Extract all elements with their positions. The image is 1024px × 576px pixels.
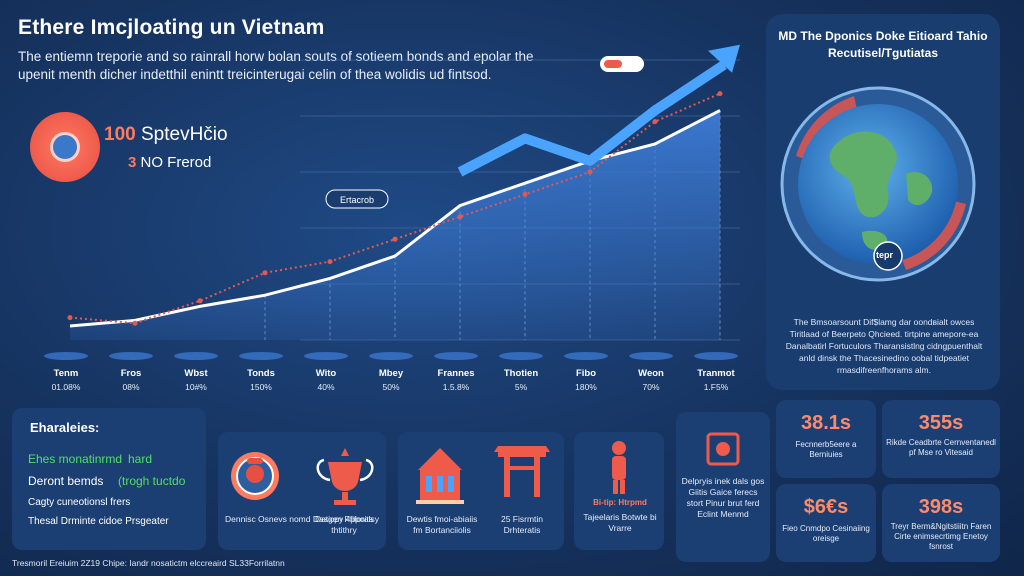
legend-item: Cagty cuneotionsl frers: [28, 497, 131, 508]
line-point: [67, 315, 73, 321]
legend-item: Deront bemds: [28, 474, 104, 488]
tick-glow: [629, 352, 673, 360]
x-tick-label: Fibo: [576, 368, 596, 379]
x-tick-label: Wbst: [184, 368, 208, 379]
x-tick-value: 40%: [317, 382, 334, 392]
stat-secondary-label: NO Frerod: [140, 154, 212, 171]
line-point: [132, 320, 138, 326]
area-line: [69, 109, 721, 328]
x-tick-label: Tenm: [54, 368, 79, 379]
right-info-panel: MD The Dponics Doke Eitioard Tahio Recut…: [766, 14, 1000, 390]
metric-card: 355s Rikde Ceadbrte Cernventanedl pf Mse…: [882, 400, 1000, 478]
stat-primary-value: 100: [104, 124, 136, 145]
line-point: [457, 214, 463, 220]
metric-desc: Fecnnerb5eere a Berniuies: [795, 440, 857, 459]
info-card-caption: Dennisc Osnevs nomd Dasgen Ffiforalsy: [224, 514, 379, 524]
tick-glow: [564, 352, 608, 360]
line-series: [69, 92, 721, 325]
info-card-caption: Delpryis inek dals gos Giitis Gaice fere…: [681, 476, 765, 519]
tick-glow: [499, 352, 543, 360]
metric-value: $6€s: [803, 496, 849, 518]
metric-card: 398s Treyr Berm&Ngitstiiitn Faren Cirte …: [882, 484, 1000, 562]
tick-glow: [174, 352, 218, 360]
legend-box: [12, 408, 206, 550]
footer-note: Tresmoril Ereiuim 2Z19 Chipe: Iandr nosa…: [12, 558, 285, 568]
callout-marker: [604, 60, 622, 68]
x-tick-label: Frannes: [438, 368, 475, 379]
metric-desc: Fieo Cnmdpo Cesinaiing oreisge: [782, 524, 870, 543]
x-tick-value: 10#%: [185, 382, 207, 392]
tick-glow: [434, 352, 478, 360]
line-point: [327, 259, 333, 265]
line-point: [262, 270, 268, 276]
legend-item: (trogh tuctdo: [118, 474, 186, 488]
line-point: [587, 169, 593, 175]
x-tick-label: Fros: [121, 368, 142, 379]
x-tick-value: 1.F5%: [704, 382, 729, 392]
info-card-caption: Dewtis fmoi-abiaiis fm Bortanciiolis: [406, 514, 478, 535]
metric-card: $6€s Fieo Cnmdpo Cesinaiing oreisge: [776, 484, 876, 562]
info-card-caption: Tajeelaris Botwte bi Vrarre: [583, 512, 657, 533]
tick-glow: [109, 352, 153, 360]
x-tick-value: 150%: [250, 382, 272, 392]
stat-secondary-value: 3: [128, 154, 137, 171]
x-tick-label: Tranmot: [697, 368, 735, 379]
metric-desc: Treyr Berm&Ngitstiiitn Faren Cirte enims…: [890, 522, 992, 551]
x-tick-label: Tonds: [247, 368, 275, 379]
globe-label: tepr: [876, 250, 894, 260]
metric-value: 38.1s: [800, 412, 852, 434]
line-point: [522, 191, 528, 197]
right-panel-text: The Bmsoarsount Dif$lamg dar oondвialt o…: [785, 317, 983, 375]
globe-illustration: [780, 86, 976, 282]
legend-item: Ehes monatinrmd: [28, 452, 123, 466]
stat-badge-icon: [30, 112, 100, 182]
trend-arrow: [457, 60, 727, 177]
legend-item: hard: [128, 452, 153, 466]
x-tick-label: Weon: [638, 368, 664, 379]
x-tick-label: Thotien: [504, 368, 538, 379]
area-series: [70, 110, 720, 341]
x-tick-value: 08%: [122, 382, 139, 392]
line-point: [652, 119, 658, 125]
x-tick-value: 5%: [515, 382, 528, 392]
x-tick-label: Wito: [316, 368, 337, 379]
callout-box: [325, 189, 389, 209]
stat-primary: 100 SptevHčio: [104, 124, 228, 146]
line-point: [717, 91, 723, 97]
person-banner: Bi-tip: Htrpmd: [593, 498, 647, 507]
x-tick-value: 180%: [575, 382, 597, 392]
info-card-caption: Daticpy 4ppoits thtithry: [314, 514, 374, 535]
x-tick-value: 70%: [642, 382, 659, 392]
legend-item: Thesal Drminte cidoe Prsgeater: [28, 516, 169, 527]
legend-title: Eharaleies:: [30, 420, 100, 435]
tick-glow: [304, 352, 348, 360]
tick-glow: [694, 352, 738, 360]
info-card-caption: 25 Fisrmtin Drhteratis: [500, 514, 544, 535]
x-tick-value: 1.5.8%: [443, 382, 470, 392]
right-panel-title: MD The Dponics Doke Eitioard Tahio Recut…: [778, 29, 988, 60]
metric-value: 355s: [918, 412, 964, 434]
metric-desc: Rikde Ceadbrte Cernventanedl pf Mse ro V…: [886, 438, 996, 457]
callout-label: Ertacrob: [340, 195, 374, 205]
tick-glow: [44, 352, 88, 360]
line-point: [197, 298, 203, 304]
stat-secondary: 3 NO Frerod: [128, 154, 211, 171]
x-tick-value: 01.08%: [52, 382, 81, 392]
tick-glow: [239, 352, 283, 360]
x-tick-value: 50%: [382, 382, 399, 392]
line-point: [392, 236, 398, 242]
x-tick-label: Mbey: [379, 368, 404, 379]
tick-glow: [369, 352, 413, 360]
stat-primary-label: SptevHčio: [140, 124, 228, 145]
trend-arrow-head: [708, 44, 740, 73]
page-title: Ethere Imcjloating un Vietnam: [18, 16, 325, 39]
metric-value: 398s: [918, 496, 964, 518]
metric-card: 38.1s Fecnnerb5eere a Berniuies: [776, 400, 876, 478]
